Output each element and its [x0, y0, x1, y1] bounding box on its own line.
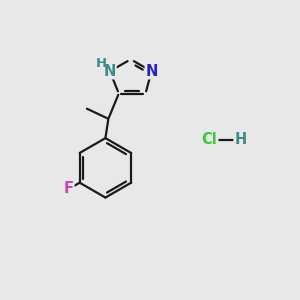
Text: H: H [95, 57, 106, 70]
Text: H: H [235, 132, 247, 147]
Text: Cl: Cl [202, 132, 217, 147]
Text: N: N [104, 64, 116, 79]
Text: F: F [64, 181, 74, 196]
Text: N: N [145, 64, 158, 79]
